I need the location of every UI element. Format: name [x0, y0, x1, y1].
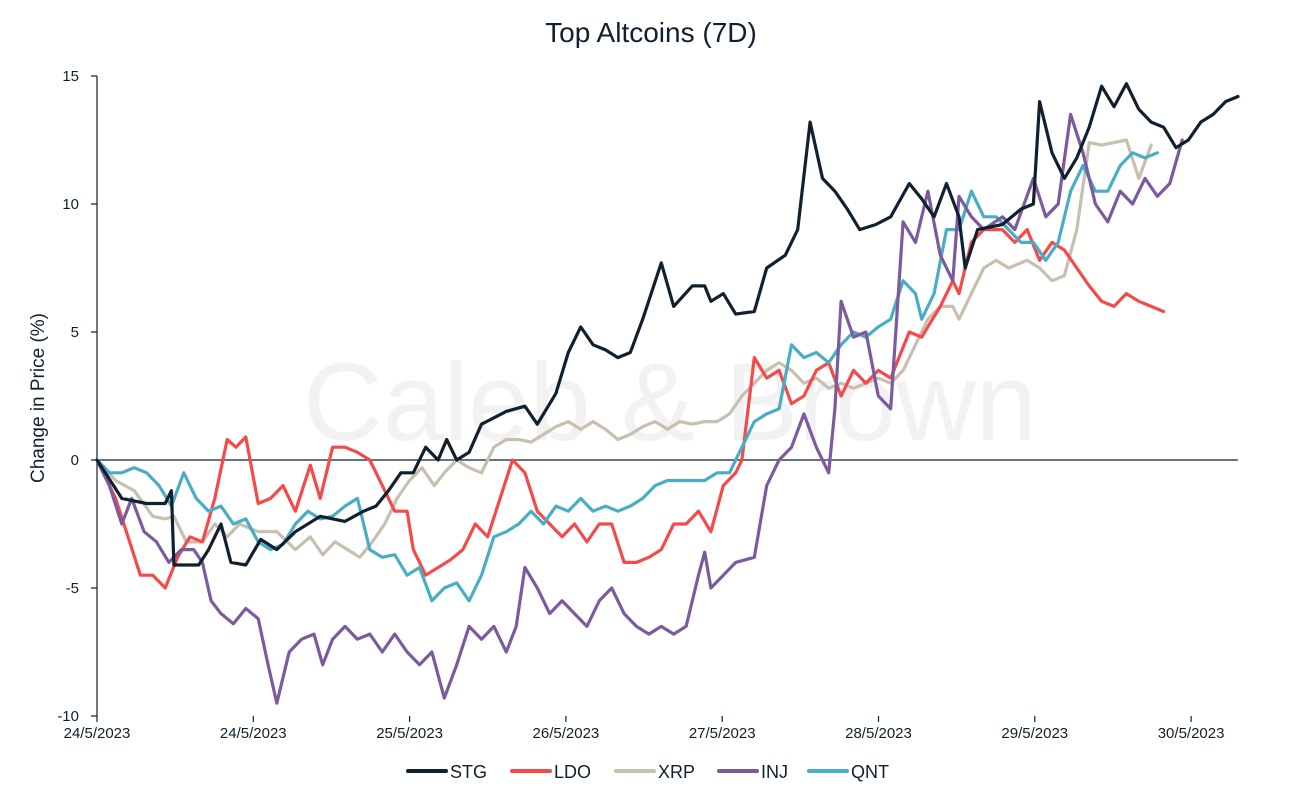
series-line-stg: [95, 82, 1240, 567]
x-tick-label: 24/5/2023: [220, 725, 287, 742]
legend: STG LDO XRP INJ QNT: [406, 762, 889, 782]
watermark: Caleb & Brown: [303, 341, 1037, 464]
x-tick-label: 25/5/2023: [376, 725, 443, 742]
y-tick-label: -10: [57, 708, 79, 725]
y-tick-label: 10: [62, 196, 79, 213]
x-tick-label: 26/5/2023: [533, 725, 600, 742]
x-axis-ticks: 24/5/2023 24/5/2023 25/5/2023 26/5/2023 27/5…: [64, 716, 1225, 742]
x-tick-label: 30/5/2023: [1158, 725, 1225, 742]
x-tick-label: 28/5/2023: [845, 725, 912, 742]
x-tick-label: 24/5/2023: [64, 725, 131, 742]
legend-label-ldo: LDO: [554, 762, 591, 782]
y-tick-label: 15: [62, 68, 79, 85]
series-lines: [95, 82, 1240, 705]
legend-label-xrp: XRP: [658, 762, 695, 782]
chart-title: Top Altcoins (7D): [545, 17, 757, 48]
y-tick-label: 5: [71, 324, 79, 341]
legend-label-qnt: QNT: [851, 762, 889, 782]
x-tick-label: 27/5/2023: [689, 725, 756, 742]
series-line-xrp: [95, 138, 1153, 559]
y-tick-label: 0: [71, 452, 79, 469]
legend-label-stg: STG: [450, 762, 487, 782]
y-axis-ticks: 15 10 5 0 -5 -10: [57, 68, 97, 725]
x-tick-label: 29/5/2023: [1001, 725, 1068, 742]
series-line-ldo: [95, 228, 1166, 590]
y-tick-label: -5: [66, 580, 79, 597]
y-axis-label: Change in Price (%): [28, 313, 49, 483]
legend-label-inj: INJ: [761, 762, 788, 782]
